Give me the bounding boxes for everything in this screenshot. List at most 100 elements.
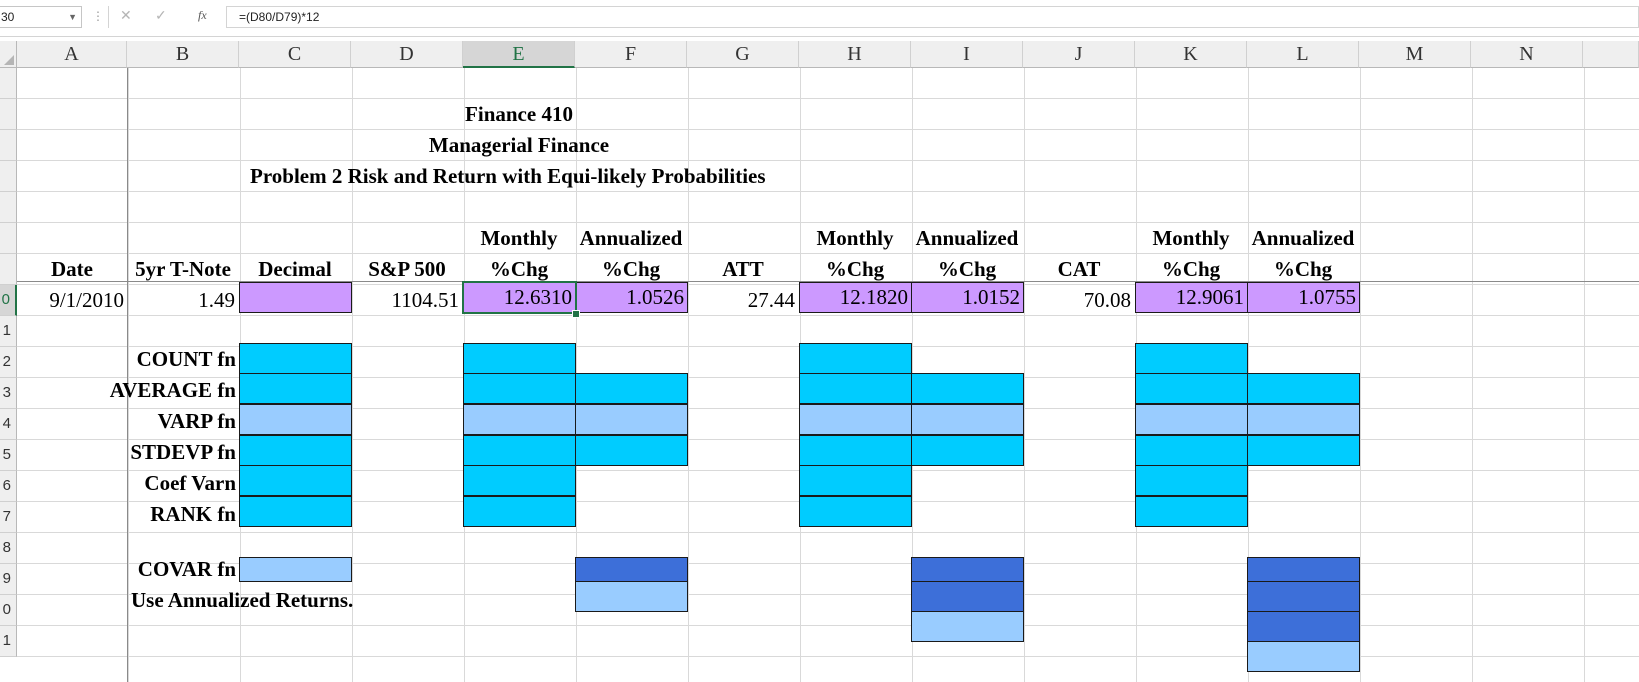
input-cell[interactable] (1135, 343, 1248, 374)
input-cell[interactable] (1135, 465, 1248, 496)
row-header[interactable]: 4 (0, 409, 17, 440)
input-cell[interactable] (799, 373, 912, 404)
row-header[interactable] (0, 68, 17, 99)
column-header-j[interactable]: J (1023, 41, 1135, 68)
cell-cat[interactable]: 70.08 (1083, 288, 1131, 312)
input-cell[interactable] (1135, 373, 1248, 404)
input-cell[interactable] (1247, 404, 1360, 435)
input-cell[interactable] (911, 557, 1024, 582)
row-header[interactable]: 9 (0, 564, 17, 595)
more-options-icon[interactable]: ⋮ (92, 9, 104, 23)
column-header-k[interactable]: K (1135, 41, 1247, 68)
column-header-e[interactable]: E (463, 41, 575, 68)
row-header[interactable]: 1 (0, 626, 17, 657)
row-header[interactable]: 0 (0, 595, 17, 626)
input-cell[interactable] (239, 435, 352, 466)
row-header[interactable]: 8 (0, 533, 17, 564)
column-header-overflow[interactable] (1583, 41, 1639, 68)
cell-sp500-monthly[interactable]: 12.6310 (463, 282, 576, 313)
row-header[interactable] (0, 192, 17, 223)
row-header[interactable] (0, 161, 17, 192)
column-header-a[interactable]: A (17, 41, 127, 68)
row-header[interactable]: 6 (0, 471, 17, 502)
input-cell[interactable] (575, 404, 688, 435)
input-cell[interactable] (575, 435, 688, 466)
input-cell[interactable] (1247, 641, 1360, 672)
header-monthly-sp500: Monthly (480, 226, 558, 250)
input-cell[interactable] (1135, 404, 1248, 435)
column-header-d[interactable]: D (351, 41, 463, 68)
input-cell[interactable] (463, 373, 576, 404)
active-cell-selection[interactable] (462, 281, 577, 314)
column-header-n[interactable]: N (1471, 41, 1583, 68)
input-cell[interactable] (575, 557, 688, 582)
chevron-down-icon[interactable]: ▼ (68, 12, 77, 22)
formula-input[interactable]: =(D80/D79)*12 (226, 6, 1639, 28)
name-box[interactable]: 30 ▼ (0, 6, 82, 28)
input-cell[interactable] (799, 465, 912, 496)
row-header[interactable] (0, 254, 17, 285)
row-header[interactable] (0, 223, 17, 254)
row-header[interactable] (0, 99, 17, 130)
input-cell[interactable] (463, 404, 576, 435)
input-cell[interactable] (799, 435, 912, 466)
input-cell[interactable] (463, 465, 576, 496)
row-header[interactable] (0, 130, 17, 161)
input-cell[interactable] (575, 373, 688, 404)
column-header-m[interactable]: M (1359, 41, 1471, 68)
input-cell[interactable] (239, 465, 352, 496)
column-header-f[interactable]: F (575, 41, 687, 68)
cell-tnote[interactable]: 1.49 (198, 288, 235, 312)
input-cell[interactable] (239, 343, 352, 374)
column-header-b[interactable]: B (127, 41, 239, 68)
cell-sp500-annualized[interactable]: 1.0526 (575, 282, 688, 313)
input-cell[interactable] (1247, 373, 1360, 404)
input-cell[interactable] (799, 343, 912, 374)
cancel-icon[interactable]: ✕ (120, 7, 132, 23)
select-all-corner[interactable] (0, 41, 17, 68)
fill-handle[interactable] (572, 310, 580, 318)
input-cell[interactable] (1135, 435, 1248, 466)
input-cell[interactable] (1247, 581, 1360, 612)
column-header-i[interactable]: I (911, 41, 1023, 68)
input-cell[interactable] (911, 373, 1024, 404)
input-cell[interactable] (463, 435, 576, 466)
input-cell[interactable] (1135, 496, 1248, 527)
column-header-g[interactable]: G (687, 41, 799, 68)
row-header[interactable]: 7 (0, 502, 17, 533)
cell-att[interactable]: 27.44 (747, 288, 795, 312)
input-cell[interactable] (239, 496, 352, 527)
row-header[interactable]: 2 (0, 347, 17, 378)
cell-cat-annualized[interactable]: 1.0755 (1247, 282, 1360, 313)
input-cell[interactable] (911, 404, 1024, 435)
input-cell[interactable] (1247, 557, 1360, 582)
row-header-selected[interactable]: 0 (0, 285, 17, 316)
input-cell[interactable] (239, 557, 352, 582)
enter-icon[interactable]: ✓ (155, 7, 167, 23)
input-cell[interactable] (575, 581, 688, 612)
input-cell[interactable] (239, 373, 352, 404)
input-cell[interactable] (463, 496, 576, 527)
input-cell[interactable] (911, 581, 1024, 612)
cell-att-annualized[interactable]: 1.0152 (911, 282, 1024, 313)
input-cell[interactable] (1247, 435, 1360, 466)
insert-function-icon[interactable]: fx (198, 8, 207, 22)
input-cell[interactable] (1247, 611, 1360, 642)
cell-cat-monthly[interactable]: 12.9061 (1135, 282, 1248, 313)
input-cell[interactable] (911, 611, 1024, 642)
row-header[interactable]: 1 (0, 316, 17, 347)
input-cell[interactable] (239, 404, 352, 435)
row-header[interactable]: 5 (0, 440, 17, 471)
row-header[interactable]: 3 (0, 378, 17, 409)
cell-date[interactable]: 9/1/2010 (49, 288, 124, 312)
input-cell[interactable] (463, 343, 576, 374)
cell-sp500[interactable]: 1104.51 (391, 288, 459, 312)
cell-decimal[interactable] (239, 282, 352, 313)
cell-att-monthly[interactable]: 12.1820 (799, 282, 912, 313)
input-cell[interactable] (911, 435, 1024, 466)
input-cell[interactable] (799, 404, 912, 435)
column-header-l[interactable]: L (1247, 41, 1359, 68)
input-cell[interactable] (799, 496, 912, 527)
column-header-c[interactable]: C (239, 41, 351, 68)
column-header-h[interactable]: H (799, 41, 911, 68)
